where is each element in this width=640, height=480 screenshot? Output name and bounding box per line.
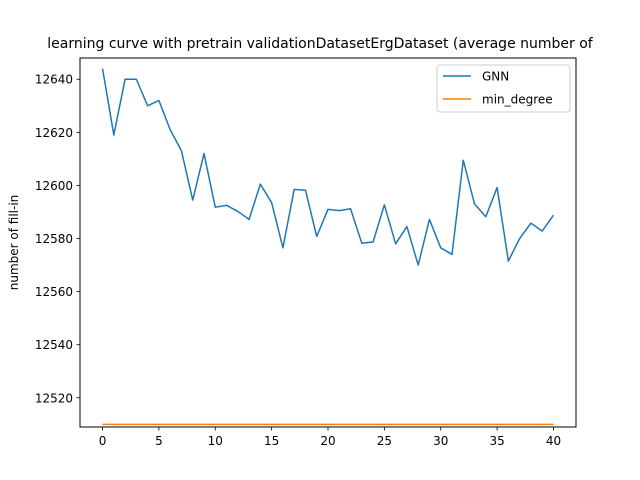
y-tick-label: 12560 [35, 285, 73, 299]
x-tick-label: 15 [264, 434, 279, 448]
y-tick-label: 12580 [35, 232, 73, 246]
x-tick-label: 25 [377, 434, 392, 448]
series-line-gnn [101, 68, 555, 266]
chart-title: learning curve with pretrain validationD… [47, 36, 594, 52]
y-axis-label: number of fill-in [7, 195, 21, 291]
x-tick-label: 30 [433, 434, 448, 448]
x-axis: 0 5 10 15 20 25 30 35 40 [99, 427, 561, 448]
x-tick-label: 35 [489, 434, 504, 448]
y-tick-label: 12620 [35, 126, 73, 140]
y-tick-label: 12640 [35, 73, 73, 87]
x-tick-label: 10 [208, 434, 223, 448]
x-tick-label: 40 [546, 434, 561, 448]
x-tick-label: 20 [320, 434, 335, 448]
y-tick-label: 12540 [35, 338, 73, 352]
legend-label-min-degree: min_degree [482, 93, 553, 107]
x-tick-label: 5 [155, 434, 163, 448]
legend: GNN min_degree [436, 64, 571, 113]
series-lines [101, 68, 555, 426]
y-tick-label: 12520 [35, 391, 73, 405]
legend-label-gnn: GNN [482, 70, 509, 84]
x-tick-label: 0 [99, 434, 107, 448]
y-axis: 12520 12540 12560 12580 12600 12620 12640 [35, 73, 80, 405]
y-tick-label: 12600 [35, 179, 73, 193]
